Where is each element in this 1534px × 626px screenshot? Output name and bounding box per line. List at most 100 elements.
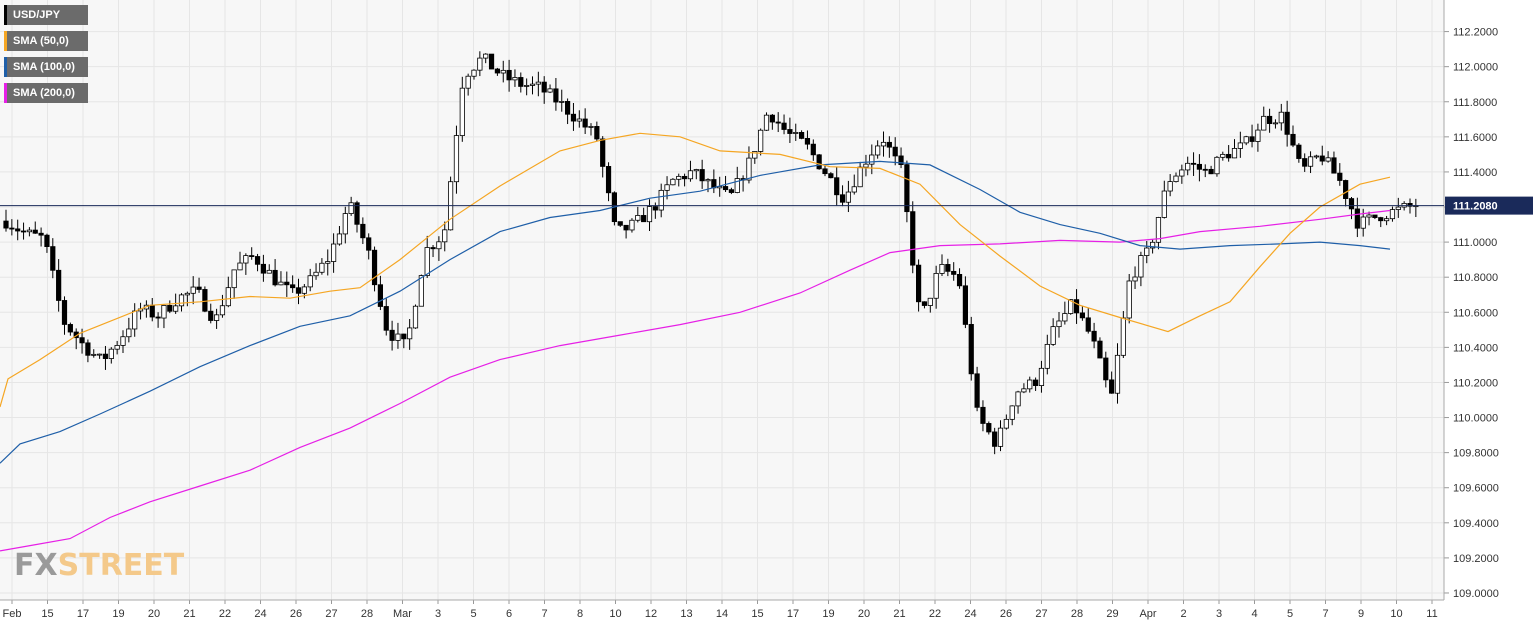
candle-bull	[646, 206, 653, 223]
candle-bull	[1179, 169, 1185, 177]
candle-bull	[1021, 388, 1027, 393]
y-tick-label: 110.8000	[1453, 272, 1498, 284]
y-tick-label: 111.6000	[1453, 132, 1497, 144]
x-tick-label: 26	[290, 608, 302, 620]
sma-200-line	[0, 209, 1391, 552]
x-tick-label: 7	[1322, 608, 1328, 620]
x-tick-label: 5	[1287, 608, 1293, 620]
candle-bear	[892, 146, 898, 157]
candle-bear	[822, 168, 828, 175]
candle-bull	[108, 348, 114, 359]
candle-bull	[418, 275, 424, 307]
candle-bear	[1378, 217, 1384, 222]
candle-bull	[693, 169, 699, 172]
x-tick-label: 15	[41, 608, 53, 620]
x-tick-label: 26	[1000, 608, 1012, 620]
x-tick-label: 20	[858, 608, 870, 620]
candle-bear	[284, 281, 290, 286]
candle-bear	[1091, 330, 1097, 342]
candle-bull	[524, 85, 530, 87]
candle-bull	[132, 310, 138, 330]
y-tick-label: 112.0000	[1453, 62, 1498, 74]
legend-item-sma50[interactable]: SMA (50,0)	[4, 31, 88, 51]
candle-bear	[769, 114, 775, 123]
candle-bear	[1284, 111, 1290, 135]
candle-bull	[547, 88, 553, 93]
candle-bear	[921, 301, 928, 306]
candle-bull	[483, 53, 489, 59]
y-tick-label: 111.0000	[1453, 237, 1497, 249]
candle-bear	[570, 113, 577, 122]
candle-bull	[1360, 216, 1366, 229]
x-tick-label: 28	[361, 608, 373, 620]
candle-bear	[1302, 158, 1308, 167]
candle-bear	[1033, 379, 1039, 386]
candle-bull	[758, 129, 764, 152]
candle-bear	[196, 286, 202, 290]
candle-bull	[1144, 247, 1150, 256]
candle-bull	[1255, 129, 1261, 142]
candle-bear	[541, 81, 547, 93]
candle-bull	[225, 287, 231, 307]
candle-bear	[9, 227, 15, 230]
y-tick-label: 109.4000	[1453, 518, 1499, 530]
candle-bear	[968, 324, 974, 375]
candle-bull	[500, 69, 506, 74]
legend-swatch	[4, 57, 7, 77]
candle-bull	[793, 132, 799, 134]
candle-bull	[1161, 190, 1167, 218]
candle-bull	[529, 83, 536, 86]
y-tick-label: 109.2000	[1453, 553, 1499, 565]
candle-bull	[629, 219, 635, 231]
candle-bull	[1278, 111, 1284, 124]
candle-bull	[1120, 317, 1126, 356]
y-tick-label: 110.0000	[1453, 413, 1498, 425]
candle-bear	[682, 175, 688, 180]
candle-bear	[354, 202, 360, 225]
x-tick-label: 17	[787, 608, 799, 620]
candle-bear	[1103, 357, 1109, 381]
legend-item-sma100[interactable]: SMA (100,0)	[4, 57, 88, 77]
x-tick-label: Feb	[3, 608, 22, 620]
candle-bear	[652, 206, 658, 211]
current-price-label: 111.2080	[1453, 201, 1498, 213]
candle-bull	[1307, 156, 1314, 167]
candle-bull	[114, 345, 120, 350]
candlesticks	[3, 51, 1419, 455]
legend-item-sma200[interactable]: SMA (200,0)	[4, 83, 88, 103]
candle-bull	[1389, 209, 1396, 220]
candle-bear	[582, 118, 588, 128]
x-tick-label: 9	[1358, 608, 1364, 620]
x-tick-label: 27	[1035, 608, 1047, 620]
candle-bear	[102, 353, 109, 359]
logo-street: STREET	[57, 548, 185, 583]
candle-bull	[869, 154, 875, 165]
candle-bull	[1220, 153, 1226, 158]
legend-item-price[interactable]: USD/JPY	[4, 5, 88, 25]
candle-bull	[453, 135, 460, 183]
candle-bull	[442, 229, 448, 243]
candle-bull	[664, 184, 670, 191]
candle-bull	[1050, 326, 1056, 345]
candle-bear	[886, 141, 892, 148]
candle-bear	[1267, 115, 1273, 124]
candle-bear	[44, 234, 50, 247]
candle-bear	[728, 189, 735, 193]
candle-bull	[676, 175, 682, 180]
candle-bear	[605, 166, 612, 194]
candle-bull	[734, 178, 740, 193]
fxstreet-logo: FXSTREET	[14, 548, 184, 583]
candle-bear	[945, 264, 951, 272]
candle-bull	[1114, 354, 1121, 394]
x-tick-label: 21	[893, 608, 905, 620]
x-tick-label: 15	[751, 608, 763, 620]
candle-bear	[816, 154, 822, 170]
legend-swatch	[4, 83, 7, 103]
x-tick-label: 19	[822, 608, 834, 620]
moving-averages	[0, 132, 1391, 552]
candle-bull	[1214, 156, 1220, 175]
candle-bear	[149, 304, 155, 318]
candle-bear	[494, 68, 501, 74]
candle-bear	[488, 53, 495, 70]
